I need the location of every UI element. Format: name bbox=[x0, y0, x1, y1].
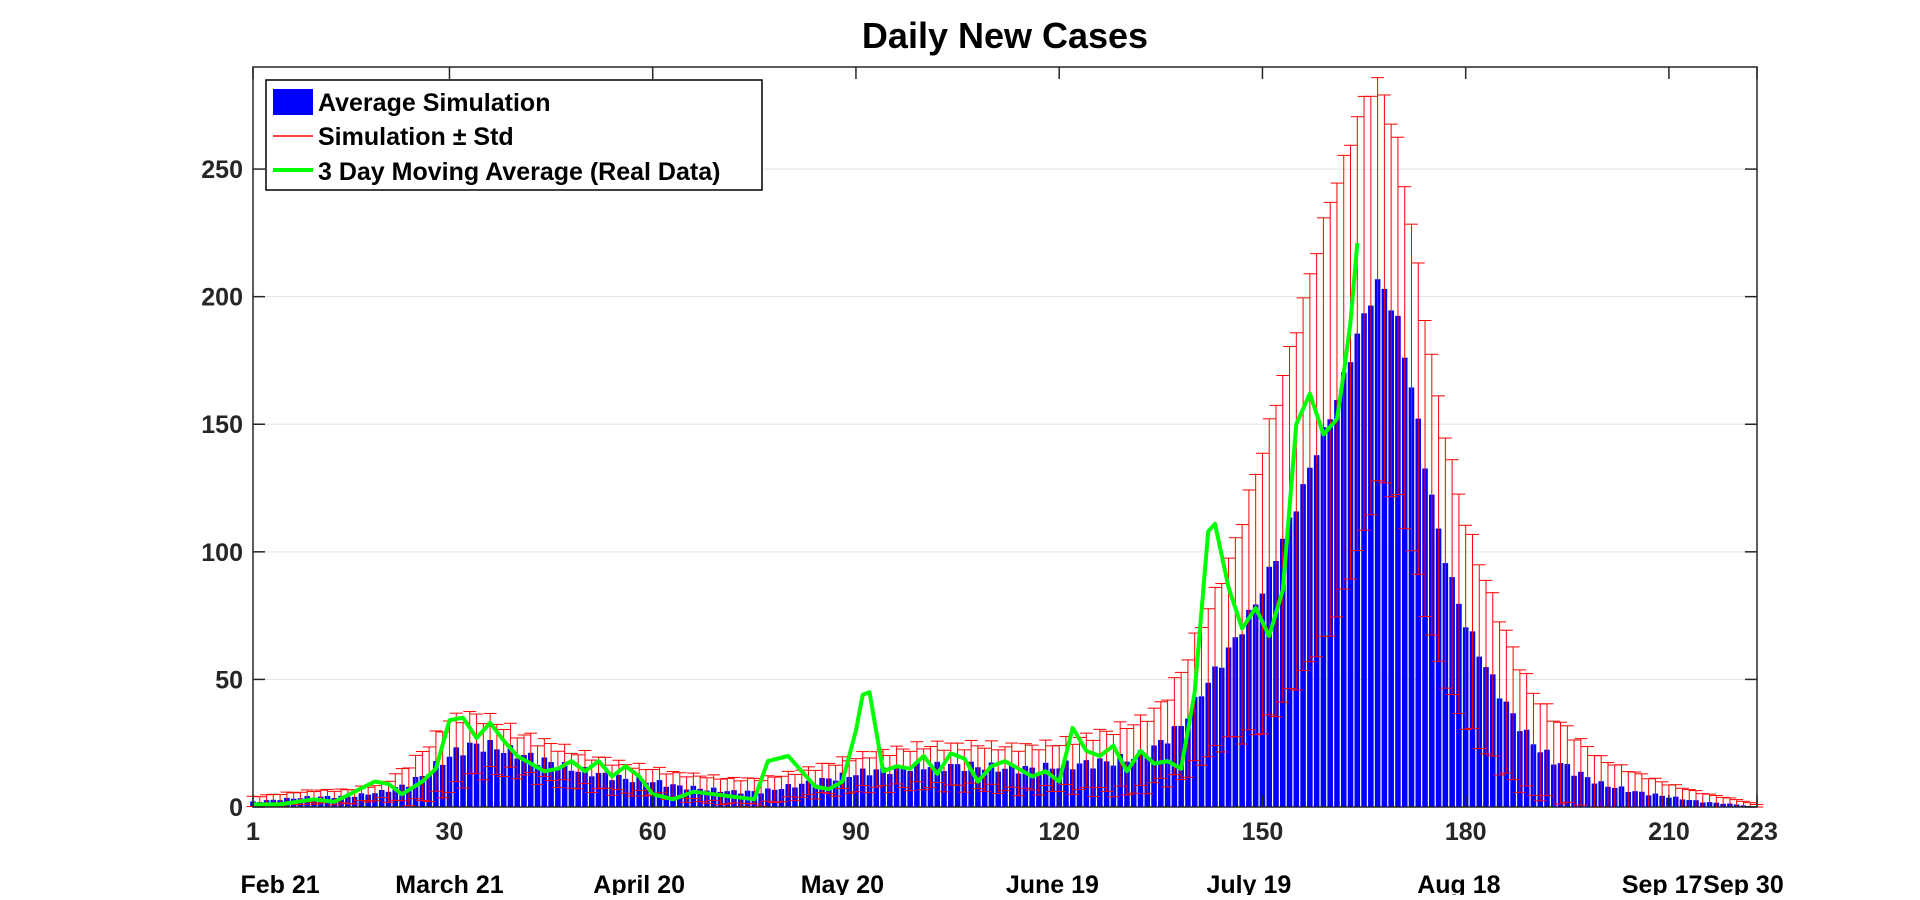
bar bbox=[1368, 305, 1374, 807]
bar bbox=[636, 776, 642, 807]
bar bbox=[500, 752, 507, 807]
bar bbox=[521, 754, 527, 807]
legend-box bbox=[265, 79, 763, 191]
bar bbox=[616, 774, 622, 807]
bar bbox=[1388, 310, 1394, 807]
bar bbox=[839, 772, 846, 807]
bar bbox=[555, 769, 561, 807]
bar bbox=[1374, 279, 1381, 807]
bar bbox=[934, 761, 941, 807]
x-date-label: Sep 17 bbox=[1622, 871, 1703, 895]
x-date-label: May 20 bbox=[801, 871, 884, 895]
bar bbox=[527, 752, 534, 807]
bar bbox=[948, 764, 954, 807]
chart-title: Daily New Cases bbox=[862, 15, 1148, 56]
x-tick-label: 60 bbox=[639, 818, 667, 846]
bar bbox=[1395, 315, 1401, 807]
legend-label-moving-average: 3 Day Moving Average (Real Data) bbox=[318, 158, 720, 186]
grid-lines bbox=[253, 168, 1757, 680]
bar bbox=[534, 765, 541, 807]
x-date-label: June 19 bbox=[1006, 871, 1099, 895]
x-date-label: Sep 30 bbox=[1703, 871, 1784, 895]
x-tick-label: 210 bbox=[1648, 818, 1690, 846]
bar bbox=[487, 740, 493, 807]
y-tick-label: 100 bbox=[201, 539, 243, 567]
bar bbox=[507, 745, 514, 807]
x-date-label: April 20 bbox=[593, 871, 685, 895]
bar bbox=[602, 772, 609, 807]
bar bbox=[988, 762, 995, 807]
bar bbox=[561, 761, 568, 807]
x-tick-label: 30 bbox=[436, 818, 464, 846]
axis-ticks: 0 50 100 150 200 250 1 30 60 90 120 150 180 210 223 Feb… bbox=[201, 67, 1784, 899]
x-date-label: Feb 21 bbox=[240, 871, 319, 895]
bar bbox=[1381, 288, 1388, 808]
plot-area-frame bbox=[252, 66, 1758, 808]
legend: Average Simulation Simulation ± Std 3 Da… bbox=[265, 79, 763, 191]
legend-label-average-simulation: Average Simulation bbox=[318, 89, 550, 117]
bar bbox=[467, 742, 473, 807]
bar bbox=[1415, 418, 1422, 807]
bar bbox=[893, 765, 900, 807]
bar bbox=[1422, 468, 1428, 807]
x-tick-label: 1 bbox=[246, 818, 260, 846]
bar bbox=[575, 771, 581, 807]
bar bbox=[1347, 362, 1354, 807]
y-tick-label: 250 bbox=[201, 156, 243, 184]
y-tick-label: 150 bbox=[201, 411, 243, 439]
legend-label-simulation-std: Simulation ± Std bbox=[318, 123, 514, 151]
bar bbox=[1408, 387, 1415, 807]
bar bbox=[1354, 333, 1361, 807]
bar bbox=[1435, 528, 1442, 807]
y-tick-label: 0 bbox=[229, 794, 243, 822]
moving-average-line bbox=[253, 242, 1360, 807]
bar bbox=[656, 780, 663, 807]
bar bbox=[548, 762, 554, 807]
bar bbox=[914, 761, 920, 807]
bar bbox=[1429, 494, 1435, 807]
x-tick-label: 150 bbox=[1242, 818, 1284, 846]
bar bbox=[378, 789, 385, 807]
bar bbox=[473, 743, 480, 807]
bar bbox=[541, 757, 548, 807]
x-date-label: Aug 18 bbox=[1417, 871, 1500, 895]
bar bbox=[1361, 313, 1367, 807]
x-tick-label: 180 bbox=[1445, 818, 1487, 846]
bar bbox=[880, 767, 886, 807]
y-tick-label: 200 bbox=[201, 284, 243, 312]
bar bbox=[582, 767, 588, 807]
bar bbox=[873, 769, 880, 807]
bar bbox=[568, 770, 575, 807]
average-simulation-bars bbox=[250, 279, 1754, 808]
legend-swatch-bars bbox=[273, 89, 313, 115]
bar bbox=[968, 761, 974, 807]
x-tick-label: 120 bbox=[1038, 818, 1080, 846]
y-tick-label: 50 bbox=[215, 666, 243, 694]
x-date-label: July 19 bbox=[1207, 871, 1292, 895]
bar bbox=[595, 772, 602, 807]
x-tick-label: 223 bbox=[1736, 818, 1778, 846]
bar bbox=[1401, 357, 1408, 807]
x-date-label: March 21 bbox=[395, 871, 503, 895]
x-tick-label: 90 bbox=[842, 818, 870, 846]
bar bbox=[514, 758, 520, 807]
bar bbox=[859, 768, 866, 807]
bar bbox=[494, 749, 500, 807]
